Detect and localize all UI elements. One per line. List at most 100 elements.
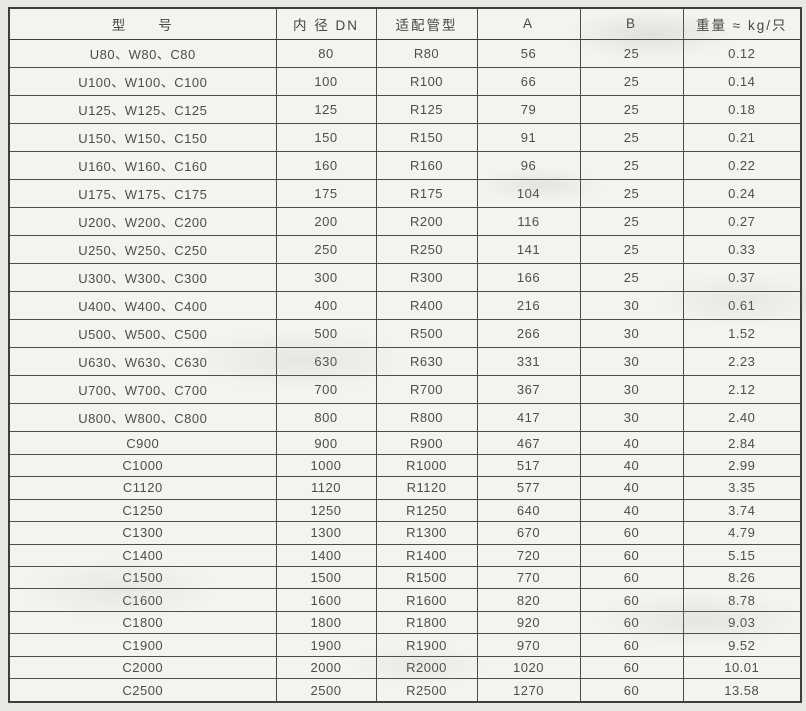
table-cell: 56 (476, 38, 581, 68)
table-cell: 2000 (275, 655, 377, 680)
table-cell: 25 (579, 122, 684, 152)
table-cell: R250 (375, 234, 478, 265)
table-row: C1300 1300 R1300 670 60 4.79 (8, 521, 802, 545)
table-cell: 91 (476, 122, 581, 152)
table-cell: 30 (579, 291, 684, 321)
table-cell: 500 (275, 319, 377, 349)
table-cell: 141 (476, 234, 581, 265)
table-cell: 1.52 (682, 319, 802, 349)
table-cell: C2500 (8, 678, 277, 703)
table-cell: U300、W300、C300 (8, 262, 277, 293)
table-cell: U200、W200、C200 (8, 206, 277, 236)
table-row: U250、W250、C250 250 R250 141 25 0.33 (8, 234, 802, 265)
table-cell: 175 (275, 178, 377, 208)
table-cell: 820 (476, 588, 581, 612)
table-cell: 116 (476, 206, 581, 236)
table-cell: R100 (375, 66, 478, 96)
table-cell: 1000 (275, 453, 377, 478)
table-cell: 1500 (275, 565, 377, 590)
table-row: C1250 1250 R1250 640 40 3.74 (8, 498, 802, 523)
table-cell: 1270 (476, 678, 581, 703)
table-cell: 0.61 (682, 291, 802, 321)
table-cell: R1300 (375, 521, 478, 545)
table-cell: 60 (579, 588, 684, 612)
table-cell: 60 (579, 565, 684, 590)
table-cell: 1600 (275, 588, 377, 612)
table-cell: 100 (275, 66, 377, 96)
table-cell: C1600 (8, 588, 277, 612)
table-cell: 30 (579, 403, 684, 433)
table-cell: 670 (476, 521, 581, 545)
table-cell: 0.22 (682, 150, 802, 180)
table-cell: 9.52 (682, 633, 802, 657)
table-cell: C1250 (8, 498, 277, 523)
table-cell: R300 (375, 262, 478, 293)
table-cell: 9.03 (682, 610, 802, 635)
table-cell: C1120 (8, 476, 277, 500)
table-cell: 8.78 (682, 588, 802, 612)
table-row: U100、W100、C100 100 R100 66 25 0.14 (8, 66, 802, 96)
table-cell: R1600 (375, 588, 478, 612)
table-row: C1500 1500 R1500 770 60 8.26 (8, 565, 802, 590)
table-row: U500、W500、C500 500 R500 266 30 1.52 (8, 319, 802, 349)
table-cell: 2.40 (682, 403, 802, 433)
table-cell: 467 (476, 431, 581, 455)
col-header-weight: 重量 ≈ kg/只 (682, 7, 802, 40)
table-cell: R400 (375, 291, 478, 321)
table-cell: U700、W700、C700 (8, 375, 277, 405)
table-cell: R1250 (375, 498, 478, 523)
table-row: U630、W630、C630 630 R630 331 30 2.23 (8, 347, 802, 377)
table-row: U80、W80、C80 80 R80 56 25 0.12 (8, 38, 802, 68)
table-cell: 66 (476, 66, 581, 96)
table-row: C1800 1800 R1800 920 60 9.03 (8, 610, 802, 635)
table-cell: 0.37 (682, 262, 802, 293)
table-cell: R630 (375, 347, 478, 377)
table-cell: U250、W250、C250 (8, 234, 277, 265)
table-cell: 3.35 (682, 476, 802, 500)
table-cell: 700 (275, 375, 377, 405)
table-cell: C2000 (8, 655, 277, 680)
table-cell: C1800 (8, 610, 277, 635)
table-cell: 0.27 (682, 206, 802, 236)
table-body: U80、W80、C80 80 R80 56 25 0.12 U100、W100、C100 10… (8, 38, 802, 703)
table-cell: 30 (579, 375, 684, 405)
table-cell: 250 (275, 234, 377, 265)
table-cell: 60 (579, 678, 684, 703)
table-row: U400、W400、C400 400 R400 216 30 0.61 (8, 291, 802, 321)
table-cell: C1000 (8, 453, 277, 478)
table-cell: U125、W125、C125 (8, 94, 277, 124)
table-cell: 125 (275, 94, 377, 124)
header-row: 型 号 内 径 DN 适配管型 A B 重量 ≈ kg/只 (8, 7, 802, 40)
table-row: U160、W160、C160 160 R160 96 25 0.22 (8, 150, 802, 180)
table-cell: 2500 (275, 678, 377, 703)
table-cell: U150、W150、C150 (8, 122, 277, 152)
table-row: U150、W150、C150 150 R150 91 25 0.21 (8, 122, 802, 152)
table-cell: 640 (476, 498, 581, 523)
table-cell: 60 (579, 655, 684, 680)
table-cell: U500、W500、C500 (8, 319, 277, 349)
table-cell: C1900 (8, 633, 277, 657)
table-row: U200、W200、C200 200 R200 116 25 0.27 (8, 206, 802, 236)
table-cell: R900 (375, 431, 478, 455)
table-cell: R80 (375, 38, 478, 68)
col-header-matching-pipe-type: 适配管型 (375, 7, 478, 40)
table-cell: 970 (476, 633, 581, 657)
table-cell: 30 (579, 319, 684, 349)
table-cell: 60 (579, 521, 684, 545)
table-cell: 10.01 (682, 655, 802, 680)
table-row: U300、W300、C300 300 R300 166 25 0.37 (8, 262, 802, 293)
table-cell: 8.26 (682, 565, 802, 590)
table-cell: 25 (579, 262, 684, 293)
table-row: C1400 1400 R1400 720 60 5.15 (8, 543, 802, 568)
table-cell: 1900 (275, 633, 377, 657)
table-cell: 331 (476, 347, 581, 377)
table-cell: 25 (579, 178, 684, 208)
table-cell: 0.18 (682, 94, 802, 124)
table-cell: 216 (476, 291, 581, 321)
table-cell: C1300 (8, 521, 277, 545)
table-cell: 517 (476, 453, 581, 478)
table-cell: U630、W630、C630 (8, 347, 277, 377)
table-cell: 4.79 (682, 521, 802, 545)
table-cell: U160、W160、C160 (8, 150, 277, 180)
